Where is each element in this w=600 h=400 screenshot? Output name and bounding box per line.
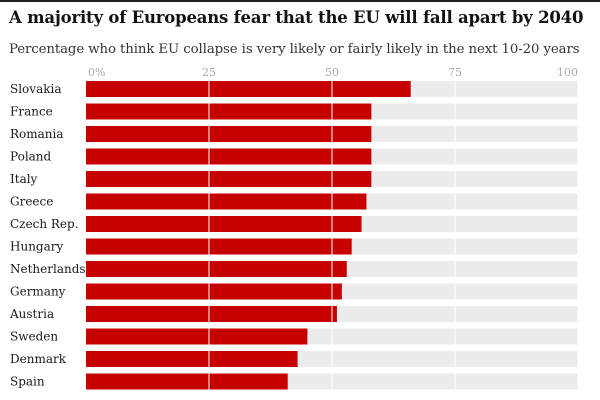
- category-label: Czech Rep.: [10, 217, 79, 231]
- category-label: Germany: [10, 285, 66, 299]
- category-label: Sweden: [10, 330, 58, 344]
- bar: [86, 373, 288, 390]
- x-tick-label: 25: [202, 66, 216, 79]
- bar: [86, 283, 342, 300]
- bar: [86, 171, 372, 187]
- bar: [86, 81, 411, 97]
- bar: [86, 328, 308, 345]
- bar: [86, 126, 372, 142]
- category-label: Spain: [10, 375, 45, 389]
- category-label: Hungary: [10, 240, 63, 254]
- x-tick-label: 0%: [88, 66, 105, 79]
- bar: [86, 103, 372, 120]
- x-tick-label: 75: [448, 66, 462, 79]
- top-rule: [0, 0, 600, 2]
- bar: [86, 193, 367, 210]
- category-label: Austria: [9, 307, 54, 321]
- bar: [86, 148, 372, 165]
- category-label: Slovakia: [10, 82, 61, 96]
- category-label: Denmark: [10, 352, 67, 366]
- category-label: Romania: [10, 127, 64, 141]
- chart-title: A majority of Europeans fear that the EU…: [9, 8, 584, 27]
- category-label: France: [10, 105, 53, 119]
- x-tick-label: 100: [557, 66, 578, 79]
- category-label: Greece: [10, 195, 53, 209]
- x-tick-label: 50: [325, 66, 339, 79]
- bar: [86, 216, 362, 232]
- category-label: Italy: [10, 172, 38, 186]
- category-label: Poland: [10, 150, 52, 164]
- bar: [86, 261, 347, 277]
- bar: [86, 351, 298, 367]
- bar: [86, 238, 352, 255]
- chart-subtitle: Percentage who think EU collapse is very…: [9, 42, 580, 57]
- bar: [86, 306, 337, 322]
- category-label: Netherlands: [10, 262, 86, 276]
